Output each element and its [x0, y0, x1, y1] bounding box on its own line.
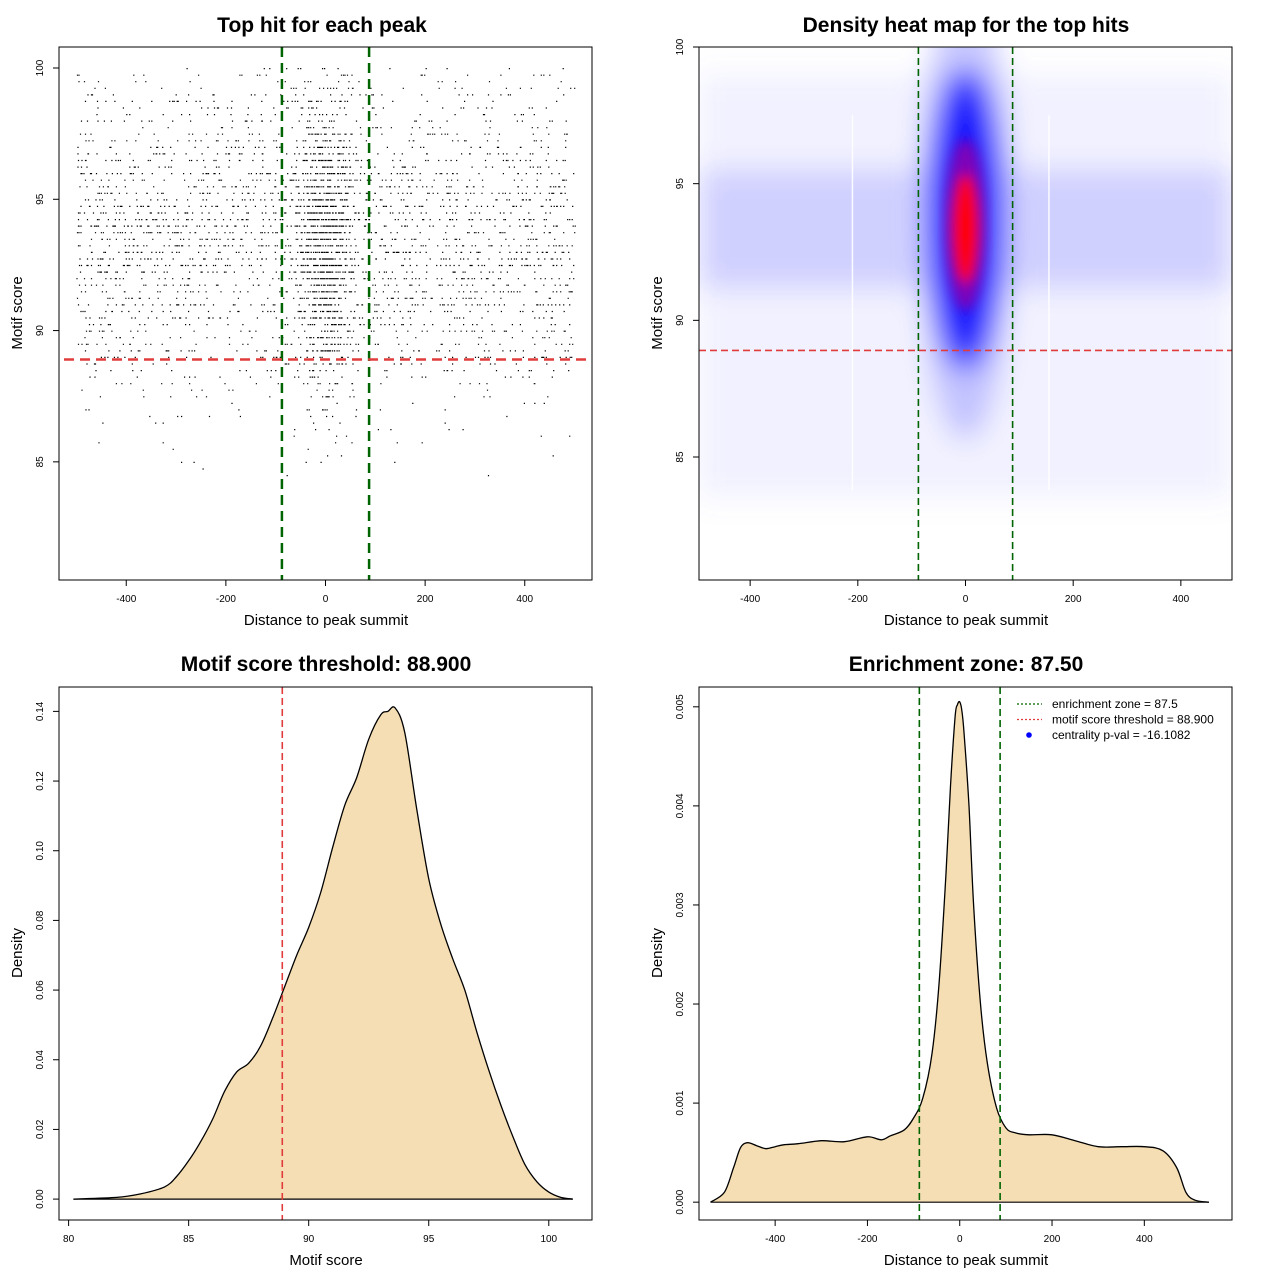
score-density-title: Motif score threshold: 88.900 [181, 653, 472, 676]
heatmap-panel: Density heat map for the top hits -400 -2… [649, 14, 1233, 629]
heatmap-y-tick-label: 90 [675, 314, 686, 326]
distance-density-y-tick-label: 0.002 [675, 991, 686, 1016]
score-density-y-label: Density [9, 927, 26, 978]
distance-density-plot-frame [698, 686, 1233, 1221]
scatter-x-axis: -400 -200 0 200 400 [116, 580, 534, 605]
distance-density-y-axis: 0.000 0.001 0.002 0.003 0.004 0.005 [675, 694, 699, 1215]
score-density-x-axis: 80 85 90 95 100 [63, 1220, 558, 1245]
heatmap-density [699, 47, 1232, 580]
score-density-y-tick-label: 0.14 [35, 701, 46, 721]
distance-density-curve [710, 687, 1210, 1220]
heatmap-y-tick-label: 100 [675, 38, 686, 55]
scatter-y-tick-label: 85 [35, 456, 46, 468]
heatmap-y-label: Motif score [649, 276, 666, 349]
score-density-y-tick-label: 0.00 [35, 1189, 46, 1209]
distance-density-x-tick-label: -400 [765, 1234, 785, 1245]
heatmap-x-label: Distance to peak summit [884, 612, 1049, 629]
heatmap-x-tick-label: 0 [963, 594, 969, 605]
scatter-reference-lines [59, 47, 592, 580]
heatmap-x-tick-label: 400 [1173, 594, 1190, 605]
heatmap-reference-lines [699, 47, 1232, 580]
scatter-y-axis: 85 90 95 100 [35, 59, 59, 467]
distance-density-y-tick-label: 0.005 [675, 694, 686, 719]
score-density-curve [73, 687, 573, 1220]
scatter-panel: Top hit for each peak -400 -200 0 200 400 85… [9, 14, 593, 629]
distance-density-x-label: Distance to peak summit [884, 1252, 1049, 1269]
heatmap-red-hotspot [952, 173, 979, 284]
legend-entry-label: motif score threshold = 88.900 [1052, 713, 1214, 727]
score-density-area-fill [73, 706, 573, 1200]
distance-density-x-tick-label: -200 [857, 1234, 877, 1245]
legend-entry-label: centrality p-val = -16.1082 [1052, 728, 1191, 742]
score-density-y-tick-label: 0.04 [35, 1050, 46, 1070]
scatter-x-tick-label: -200 [216, 594, 236, 605]
distance-density-x-tick-label: 0 [957, 1234, 963, 1245]
distance-density-y-tick-label: 0.001 [675, 1090, 686, 1115]
score-density-panel: Motif score threshold: 88.900 80 85 90 95 10… [9, 653, 593, 1269]
heatmap-title: Density heat map for the top hits [803, 14, 1130, 37]
distance-density-area-fill [710, 701, 1209, 1203]
distance-density-panel: Enrichment zone: 87.50 -400 -200 0 200 400 0… [649, 653, 1233, 1269]
scatter-x-label: Distance to peak summit [244, 612, 409, 629]
scatter-x-tick-label: -400 [116, 594, 136, 605]
heatmap-y-tick-label: 85 [675, 451, 686, 463]
heatmap-x-tick-label: 200 [1065, 594, 1082, 605]
distance-density-x-axis: -400 -200 0 200 400 [765, 1220, 1153, 1245]
scatter-plot-frame [58, 46, 593, 581]
distance-density-y-tick-label: 0.004 [675, 793, 686, 818]
heatmap-x-axis: -400 -200 0 200 400 [740, 580, 1190, 605]
score-density-x-tick-label: 90 [303, 1234, 315, 1245]
score-density-x-tick-label: 100 [540, 1234, 557, 1245]
scatter-y-tick-label: 95 [35, 193, 46, 205]
score-density-y-tick-label: 0.06 [35, 980, 46, 1000]
distance-density-legend: enrichment zone = 87.5 motif score thresh… [1017, 697, 1214, 742]
legend-point-marker [1026, 732, 1032, 738]
score-density-y-tick-label: 0.08 [35, 910, 46, 930]
score-density-plot-frame [58, 686, 593, 1221]
score-density-y-tick-label: 0.02 [35, 1119, 46, 1139]
distance-density-y-label: Density [649, 927, 666, 978]
scatter-x-tick-label: 400 [516, 594, 533, 605]
scatter-y-tick-label: 90 [35, 325, 46, 337]
legend-entry-label: enrichment zone = 87.5 [1052, 697, 1178, 711]
scatter-x-tick-label: 200 [417, 594, 434, 605]
distance-density-title: Enrichment zone: 87.50 [849, 653, 1084, 676]
distance-density-x-tick-label: 200 [1044, 1234, 1061, 1245]
heatmap-y-axis: 85 90 95 100 [675, 38, 699, 463]
score-density-x-tick-label: 95 [423, 1234, 435, 1245]
distance-density-density-line [710, 700, 1210, 1203]
score-density-x-label: Motif score [289, 1252, 362, 1269]
score-density-x-tick-label: 85 [183, 1234, 195, 1245]
score-density-y-tick-label: 0.12 [35, 771, 46, 791]
heatmap-x-tick-label: -400 [740, 594, 760, 605]
scatter-points [76, 68, 576, 503]
heatmap-y-tick-label: 95 [675, 178, 686, 190]
score-density-y-tick-label: 0.10 [35, 841, 46, 861]
score-density-density-line [73, 706, 573, 1200]
score-density-x-tick-label: 80 [63, 1234, 75, 1245]
score-density-y-axis: 0.00 0.02 0.04 0.06 0.08 0.10 0.12 0.14 [35, 701, 59, 1209]
distance-density-y-tick-label: 0.003 [675, 892, 686, 917]
heatmap-x-tick-label: -200 [848, 594, 868, 605]
heatmap-hot-layer [945, 138, 986, 311]
scatter-x-tick-label: 0 [323, 594, 329, 605]
distance-density-y-tick-label: 0.000 [675, 1189, 686, 1214]
scatter-title: Top hit for each peak [217, 14, 427, 37]
distance-density-x-tick-label: 400 [1136, 1234, 1153, 1245]
scatter-y-tick-label: 100 [35, 59, 46, 76]
scatter-y-label: Motif score [9, 276, 26, 349]
scatter-point [76, 68, 576, 503]
